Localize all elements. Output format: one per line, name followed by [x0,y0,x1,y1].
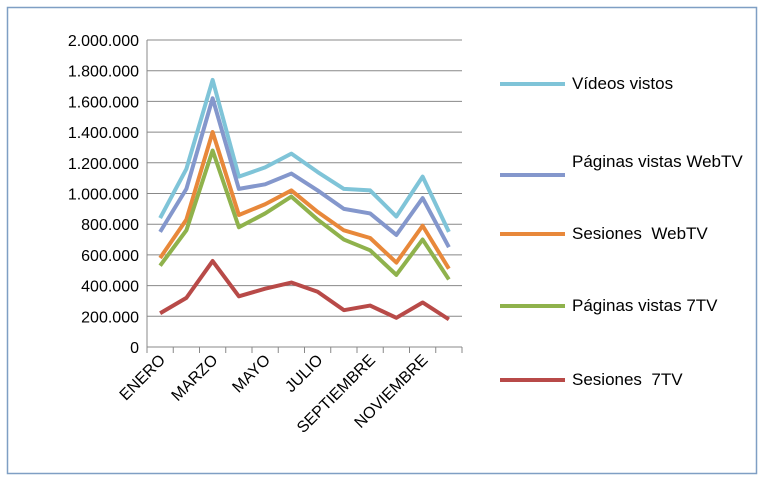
legend-label: Vídeos vistos [572,74,674,93]
y-tick-label: 1.200.000 [68,156,139,173]
y-tick-label: 0 [130,340,139,357]
y-tick-label: 600.000 [81,248,139,265]
data-line [158,130,451,270]
y-tick-label: 1.000.000 [68,187,139,204]
y-tick-label: 400.000 [81,279,139,296]
legend-label: Sesiones 7TV [572,370,683,389]
chart-frame [6,6,758,475]
legend-label: Páginas vistas WebTV [572,152,743,171]
data-line [158,96,451,249]
data-line [159,259,450,322]
data-line [158,77,451,233]
y-tick-label: 1.600.000 [68,94,139,111]
legend-label: Páginas vistas 7TV [572,296,718,315]
legend-label: Sesiones WebTV [572,224,708,243]
y-tick-label: 800.000 [81,217,139,234]
y-tick-label: 1.800.000 [68,64,139,81]
y-tick-label: 2.000.000 [68,33,139,50]
y-tick-label: 1.400.000 [68,125,139,142]
data-line [158,148,451,281]
y-tick-label: 200.000 [81,309,139,326]
